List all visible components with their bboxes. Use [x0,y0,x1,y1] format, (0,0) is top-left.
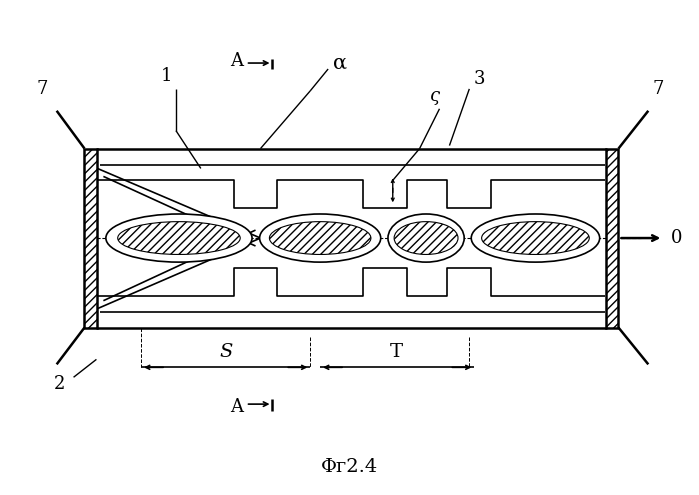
Ellipse shape [388,214,464,262]
Bar [85,148,97,328]
Ellipse shape [117,222,240,254]
Text: A: A [230,52,243,70]
Text: α: α [333,53,347,73]
Text: 1: 1 [160,67,172,85]
Text: A: A [230,398,243,416]
Ellipse shape [269,222,371,254]
Text: S: S [219,344,232,361]
Text: T: T [390,344,403,361]
Ellipse shape [471,214,600,262]
Text: ς: ς [429,87,440,105]
Text: 0: 0 [670,229,682,247]
Text: 7: 7 [653,80,664,98]
Ellipse shape [394,222,458,254]
Text: 3: 3 [473,70,485,88]
Bar [605,148,619,328]
Ellipse shape [106,214,252,262]
Text: 2: 2 [54,375,65,393]
Text: 7: 7 [36,80,48,98]
Text: Φг2.4: Φг2.4 [320,458,377,476]
Ellipse shape [259,214,381,262]
Ellipse shape [482,222,589,254]
